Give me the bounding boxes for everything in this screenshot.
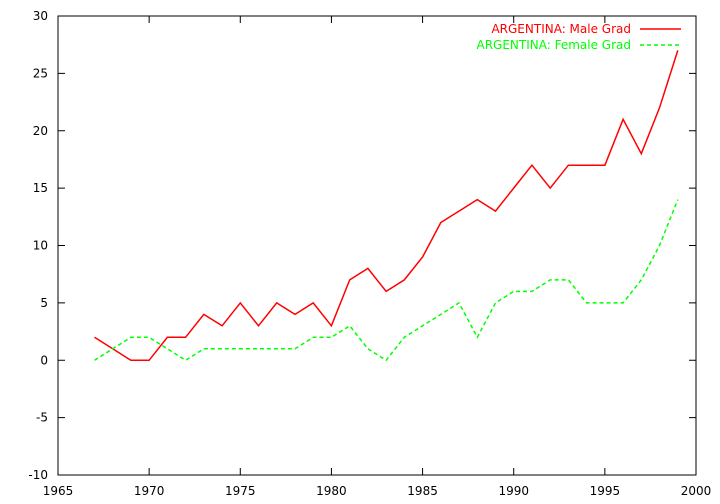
x-tick-label: 1975 xyxy=(225,484,256,498)
y-tick-label: 5 xyxy=(40,296,48,310)
y-tick-label: 30 xyxy=(33,9,48,23)
x-tick-label: 1980 xyxy=(316,484,347,498)
x-tick-label: 2000 xyxy=(681,484,712,498)
y-tick-label: 25 xyxy=(33,66,48,80)
y-tick-label: 0 xyxy=(40,353,48,367)
y-tick-label: 20 xyxy=(33,124,48,138)
x-tick-label: 1995 xyxy=(590,484,621,498)
axis-ticks xyxy=(57,15,697,476)
y-tick-label: -10 xyxy=(28,468,48,482)
series-line-1 xyxy=(94,199,679,362)
series-line-0 xyxy=(94,50,679,362)
plot-frame xyxy=(57,15,697,476)
legend-label-1: ARGENTINA: Female Grad xyxy=(476,38,631,52)
x-tick-label: 1965 xyxy=(43,484,74,498)
x-tick-label: 1970 xyxy=(134,484,165,498)
axis-tick-labels: 1965 1970 1975 1980 1985 1990 1995 2000 -10 -5 0 5 1… xyxy=(28,9,711,498)
series-lines xyxy=(94,50,679,362)
x-tick-label: 1990 xyxy=(498,484,529,498)
legend: ARGENTINA: Male Grad ARGENTINA: Female Gr… xyxy=(476,22,681,52)
y-tick-label: 15 xyxy=(33,181,48,195)
x-tick-label: 1985 xyxy=(407,484,438,498)
y-tick-label: 10 xyxy=(33,239,48,253)
legend-label-0: ARGENTINA: Male Grad xyxy=(491,22,631,36)
y-tick-label: -5 xyxy=(36,411,48,425)
